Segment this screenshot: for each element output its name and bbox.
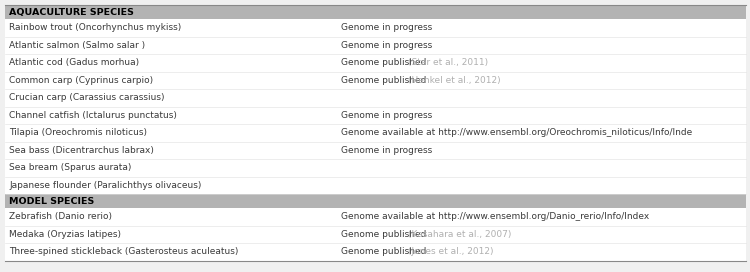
Text: Three-spined stickleback (Gasterosteus aculeatus): Three-spined stickleback (Gasterosteus a… xyxy=(9,247,238,256)
Text: (Jones et al., 2012): (Jones et al., 2012) xyxy=(407,247,493,256)
Bar xyxy=(5,141,746,159)
Text: Atlantic cod (Gadus morhua): Atlantic cod (Gadus morhua) xyxy=(9,58,140,67)
Text: Genome in progress: Genome in progress xyxy=(341,111,433,120)
Bar xyxy=(5,72,746,89)
Text: AQUACULTURE SPECIES: AQUACULTURE SPECIES xyxy=(9,8,134,17)
Text: (Henkel et al., 2012): (Henkel et al., 2012) xyxy=(407,76,500,85)
Bar xyxy=(5,36,746,54)
Bar xyxy=(5,19,746,36)
Bar xyxy=(5,124,746,141)
Bar xyxy=(5,194,746,208)
Text: Japanese flounder (Paralichthys olivaceus): Japanese flounder (Paralichthys olivaceu… xyxy=(9,181,201,190)
Bar xyxy=(5,225,746,243)
Text: Genome published: Genome published xyxy=(341,230,430,239)
Text: Channel catfish (Ictalurus punctatus): Channel catfish (Ictalurus punctatus) xyxy=(9,111,177,120)
Bar xyxy=(5,177,746,194)
Text: Tilapia (Oreochromis niloticus): Tilapia (Oreochromis niloticus) xyxy=(9,128,147,137)
Bar xyxy=(5,107,746,124)
Text: Genome in progress: Genome in progress xyxy=(341,23,433,32)
Text: Sea bass (Dicentrarchus labrax): Sea bass (Dicentrarchus labrax) xyxy=(9,146,154,155)
Text: Genome published: Genome published xyxy=(341,76,430,85)
Text: Crucian carp (Carassius carassius): Crucian carp (Carassius carassius) xyxy=(9,93,164,102)
Text: Genome in progress: Genome in progress xyxy=(341,146,433,155)
Bar xyxy=(5,208,746,225)
Text: Genome in progress: Genome in progress xyxy=(341,41,433,50)
Bar xyxy=(5,243,746,261)
Text: (Star et al., 2011): (Star et al., 2011) xyxy=(407,58,488,67)
Text: Genome available at http://www.ensembl.org/Danio_rerio/Info/Index: Genome available at http://www.ensembl.o… xyxy=(341,212,650,221)
Text: Common carp (Cyprinus carpio): Common carp (Cyprinus carpio) xyxy=(9,76,153,85)
Bar xyxy=(5,5,746,19)
Text: Rainbow trout (Oncorhynchus mykiss): Rainbow trout (Oncorhynchus mykiss) xyxy=(9,23,182,32)
Text: Sea bream (Sparus aurata): Sea bream (Sparus aurata) xyxy=(9,163,131,172)
Bar xyxy=(5,159,746,177)
Bar xyxy=(5,54,746,72)
Text: (Kasahara et al., 2007): (Kasahara et al., 2007) xyxy=(407,230,511,239)
Text: Genome available at http://www.ensembl.org/Oreochromis_niloticus/Info/Inde: Genome available at http://www.ensembl.o… xyxy=(341,128,692,137)
Text: MODEL SPECIES: MODEL SPECIES xyxy=(9,196,94,206)
Text: Genome published: Genome published xyxy=(341,247,430,256)
Text: Zebrafish (Danio rerio): Zebrafish (Danio rerio) xyxy=(9,212,112,221)
Text: Medaka (Oryzias latipes): Medaka (Oryzias latipes) xyxy=(9,230,121,239)
Text: Genome published: Genome published xyxy=(341,58,430,67)
Bar xyxy=(5,89,746,107)
Text: Atlantic salmon (Salmo salar ): Atlantic salmon (Salmo salar ) xyxy=(9,41,146,50)
